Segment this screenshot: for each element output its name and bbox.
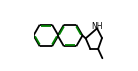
Text: NH: NH [91,22,103,31]
